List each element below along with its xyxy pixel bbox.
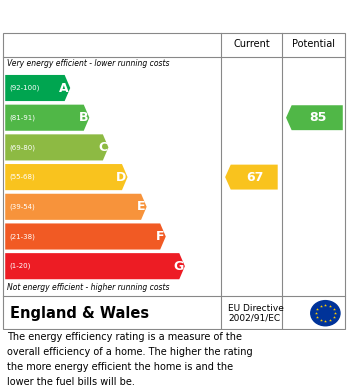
Text: Current: Current: [233, 39, 270, 49]
Polygon shape: [5, 223, 166, 249]
Text: A: A: [59, 81, 69, 95]
Text: C: C: [98, 141, 107, 154]
Text: (39-54): (39-54): [9, 204, 35, 210]
Text: (21-38): (21-38): [9, 233, 35, 240]
Text: 67: 67: [246, 170, 263, 184]
Text: G: G: [173, 260, 183, 273]
Text: F: F: [156, 230, 164, 243]
Polygon shape: [5, 75, 70, 101]
Polygon shape: [5, 135, 109, 160]
Polygon shape: [286, 105, 343, 130]
Text: (81-91): (81-91): [9, 115, 35, 121]
Polygon shape: [5, 253, 185, 279]
Polygon shape: [5, 164, 128, 190]
Text: (92-100): (92-100): [9, 85, 40, 91]
Text: EU Directive: EU Directive: [228, 303, 284, 312]
Text: 2002/91/EC: 2002/91/EC: [228, 314, 280, 323]
Text: D: D: [116, 170, 126, 184]
Text: Very energy efficient - lower running costs: Very energy efficient - lower running co…: [7, 59, 169, 68]
Text: England & Wales: England & Wales: [10, 306, 150, 321]
Text: Energy Efficiency Rating: Energy Efficiency Rating: [10, 7, 239, 25]
Text: Potential: Potential: [292, 39, 335, 49]
Text: The energy efficiency rating is a measure of the
overall efficiency of a home. T: The energy efficiency rating is a measur…: [7, 332, 253, 387]
Text: E: E: [137, 200, 145, 213]
Text: 85: 85: [309, 111, 326, 124]
Text: (55-68): (55-68): [9, 174, 35, 180]
Polygon shape: [5, 105, 89, 131]
Text: Not energy efficient - higher running costs: Not energy efficient - higher running co…: [7, 283, 169, 292]
Text: B: B: [78, 111, 88, 124]
Circle shape: [311, 301, 340, 326]
Polygon shape: [5, 194, 147, 220]
Text: (1-20): (1-20): [9, 263, 31, 269]
Text: (69-80): (69-80): [9, 144, 35, 151]
Polygon shape: [225, 165, 278, 190]
